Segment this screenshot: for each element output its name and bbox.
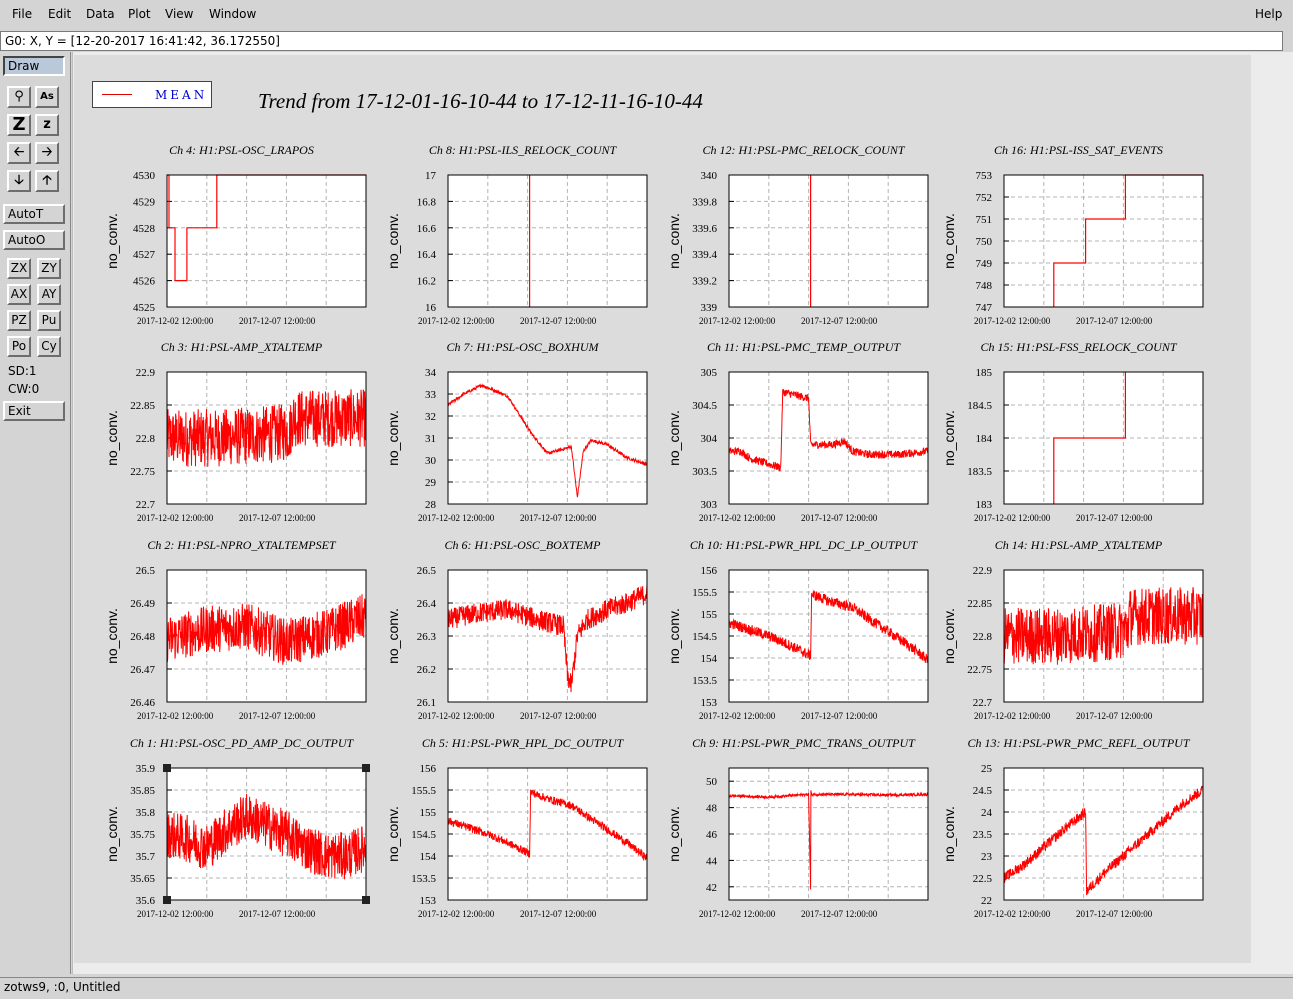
pan-left-button[interactable]: 🡠 [7,142,31,164]
pu-button[interactable]: Pu [37,310,61,331]
zy-button[interactable]: ZY [37,258,61,279]
menu-file[interactable]: File [12,7,32,21]
menu-view-label: View [165,7,194,21]
zoom-tool-button[interactable]: ⚲ [7,86,31,108]
menu-window-label: Window [209,7,257,21]
arrow-right-icon: 🡢 [41,145,53,160]
arrow-up-icon: 🡡 [42,173,52,188]
panel-divider [70,52,71,974]
zx-label: ZX [10,261,28,275]
po-button[interactable]: Po [7,336,31,357]
cy-label: Cy [41,339,57,353]
draw-button[interactable]: Draw [3,56,65,76]
menu-plot[interactable]: Plot [128,7,151,21]
menu-edit-label: Edit [48,7,72,21]
pz-label: PZ [11,313,27,327]
menu-plot-label: Plot [128,7,151,21]
autoo-button[interactable]: AutoO [3,230,65,250]
autot-button[interactable]: AutoT [3,204,65,224]
text-icon: As [40,91,54,102]
autot-label: AutoT [8,207,44,221]
arrow-left-icon: 🡠 [13,145,25,160]
status-text: zotws9, :0, Untitled [4,980,121,994]
menu-bar: File Edit Data Plot View Window Help [0,0,1293,30]
ay-label: AY [41,287,57,301]
tool-panel: Draw ⚲ As Z z 🡠 🡢 🡣 🡡 AutoT AutoO ZX ZY … [0,52,70,974]
legend-label: MEAN [155,88,208,102]
legend-line-swatch [102,94,132,95]
menu-file-label: File [12,7,33,21]
pu-label: Pu [41,313,57,327]
magnifier-icon: ⚲ [14,89,24,104]
pan-down-button[interactable]: 🡣 [7,170,31,192]
sd-readout: SD:1 [8,364,37,378]
po-label: Po [11,339,27,353]
draw-button-label: Draw [8,59,40,73]
pz-button[interactable]: PZ [7,310,31,331]
coordinate-readout: G0: X, Y = [12-20-2017 16:41:42, 36.1725… [5,34,280,48]
autoo-label: AutoO [8,233,46,247]
zoom-out-icon: z [43,117,51,132]
trend-title: Trend from 17-12-01-16-10-44 to 17-12-11… [258,89,703,113]
menu-data-label: Data [86,7,115,21]
zx-button[interactable]: ZX [7,258,31,279]
menu-window[interactable]: Window [209,7,256,21]
menu-view[interactable]: View [165,7,193,21]
menu-help-label: Help [1255,7,1283,21]
pan-up-button[interactable]: 🡡 [35,170,59,192]
exit-button[interactable]: Exit [3,401,65,421]
exit-label: Exit [8,404,31,418]
ax-label: AX [10,287,28,301]
legend: MEAN [92,81,212,108]
zoom-in-icon: Z [12,114,26,135]
menu-edit[interactable]: Edit [48,7,71,21]
arrow-down-icon: 🡣 [14,173,24,188]
menu-data[interactable]: Data [86,7,115,21]
zoom-out-button[interactable]: z [35,114,59,136]
coordinate-readout-bar: G0: X, Y = [12-20-2017 16:41:42, 36.1725… [0,31,1283,51]
ax-button[interactable]: AX [7,284,31,305]
plot-canvas[interactable] [74,55,1251,963]
cy-button[interactable]: Cy [37,336,61,357]
menu-help[interactable]: Help [1255,7,1282,21]
ay-button[interactable]: AY [37,284,61,305]
zy-label: ZY [41,261,57,275]
text-tool-button[interactable]: As [35,86,59,108]
pan-right-button[interactable]: 🡢 [35,142,59,164]
zoom-in-button[interactable]: Z [7,114,31,136]
cw-readout: CW:0 [8,382,40,396]
status-bar: zotws9, :0, Untitled [0,977,1293,999]
